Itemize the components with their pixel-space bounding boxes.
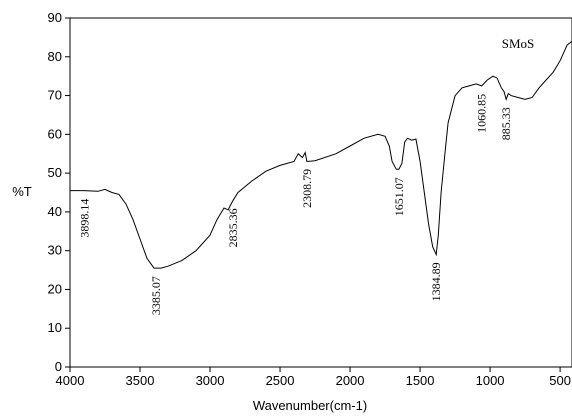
- y-tick-label: 60: [48, 126, 62, 141]
- peak-label: 2835.36: [226, 208, 240, 247]
- peak-label: 3898.14: [77, 199, 91, 238]
- x-tick-label: 3500: [126, 373, 155, 388]
- y-axis-label: %T: [12, 184, 32, 199]
- x-tick-label: 500: [549, 373, 571, 388]
- peak-label: 885.33: [499, 107, 513, 140]
- chart: Wavenumber(cm-1) %T SMoS 0 10 20 30 40 50 60 70…: [0, 0, 572, 419]
- x-tick-label: 2000: [336, 373, 365, 388]
- y-tick-label: 30: [48, 243, 62, 258]
- y-tick-label: 10: [48, 320, 62, 335]
- x-tick-label: 3000: [196, 373, 225, 388]
- x-tick-label: 1500: [406, 373, 435, 388]
- spectrum-line: [70, 41, 572, 268]
- y-tick-label: 0: [55, 359, 62, 374]
- peak-label: 1651.07: [392, 177, 406, 216]
- x-tick-label: 1000: [476, 373, 505, 388]
- peak-label: 3385.07: [149, 276, 163, 315]
- y-tick-label: 80: [48, 49, 62, 64]
- series-label: SMoS: [502, 36, 535, 51]
- y-tick-label: 70: [48, 88, 62, 103]
- x-tick-label: 2500: [266, 373, 295, 388]
- y-tick-label: 90: [48, 10, 62, 25]
- plot-frame: [70, 18, 572, 367]
- peak-label: 1384.89: [429, 262, 443, 301]
- y-tick-label: 20: [48, 281, 62, 296]
- y-tick-label: 40: [48, 204, 62, 219]
- x-tick-label: 4000: [56, 373, 85, 388]
- y-tick-label: 50: [48, 165, 62, 180]
- x-axis-label: Wavenumber(cm-1): [253, 398, 367, 413]
- peak-label: 2308.79: [300, 169, 314, 208]
- peak-label: 1060.85: [475, 94, 489, 133]
